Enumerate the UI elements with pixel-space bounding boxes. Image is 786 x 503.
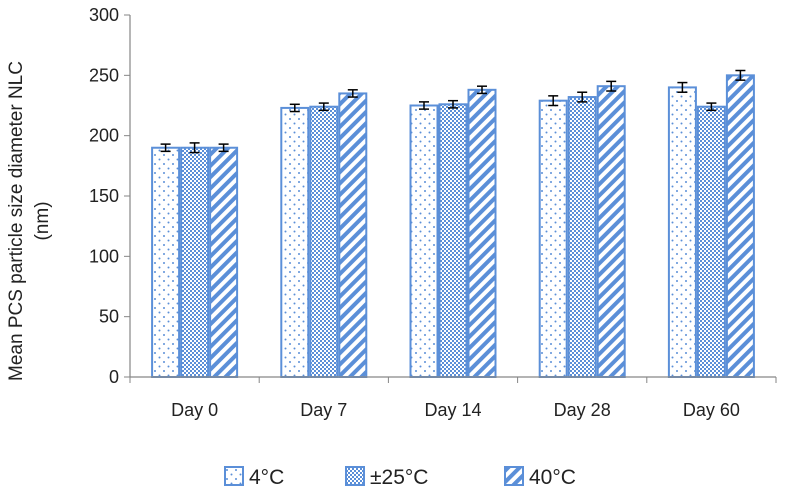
- y-tick-label: 150: [89, 186, 119, 206]
- bar: [180, 146, 210, 378]
- bar: [209, 146, 239, 378]
- y-axis-title-line-1: Mean PCS particle size diameter NLC: [6, 61, 27, 381]
- bar: [438, 103, 468, 378]
- legend-swatch: [504, 466, 524, 486]
- x-tick-label: Day 28: [554, 400, 611, 420]
- bar: [725, 74, 755, 378]
- legend: 4°C ±25°C 40°C: [224, 466, 576, 489]
- legend-swatch: [345, 466, 365, 486]
- legend-swatch: [224, 466, 244, 486]
- y-axis-title-line-2: (nm): [32, 201, 53, 240]
- bar: [567, 96, 597, 378]
- bar: [538, 99, 568, 378]
- bars: [151, 69, 755, 379]
- legend-label: 40°C: [529, 466, 576, 489]
- x-tick-label: Day 7: [300, 400, 347, 420]
- y-tick-label: 50: [99, 307, 119, 327]
- bar: [596, 85, 626, 379]
- x-tick-label: Day 60: [683, 400, 740, 420]
- x-tick-label: Day 14: [424, 400, 481, 420]
- y-tick-label: 250: [89, 65, 119, 85]
- bar: [409, 104, 439, 378]
- x-tick-label: Day 0: [171, 400, 218, 420]
- y-axis-title: Mean PCS particle size diameter NLC (nm): [6, 61, 53, 381]
- bar: [696, 105, 726, 378]
- y-axis: 0 50 100 150 200 250 300: [89, 5, 130, 387]
- x-axis: Day 0 Day 7 Day 14 Day 28 Day 60: [129, 377, 777, 420]
- bar: [151, 146, 181, 378]
- bar: [338, 92, 368, 379]
- y-tick-label: 0: [109, 367, 119, 387]
- y-tick-label: 300: [89, 5, 119, 25]
- bar: [467, 88, 497, 379]
- bar: [309, 105, 339, 378]
- y-tick-label: 100: [89, 246, 119, 266]
- bar: [667, 86, 697, 379]
- legend-label: ±25°C: [370, 466, 428, 489]
- axes: [129, 15, 776, 378]
- bar: [280, 106, 310, 378]
- legend-label: 4°C: [249, 466, 284, 489]
- y-tick-label: 200: [89, 126, 119, 146]
